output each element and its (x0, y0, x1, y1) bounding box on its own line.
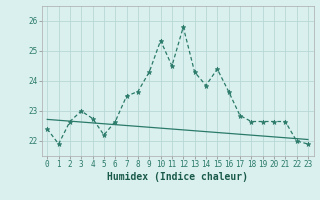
X-axis label: Humidex (Indice chaleur): Humidex (Indice chaleur) (107, 172, 248, 182)
